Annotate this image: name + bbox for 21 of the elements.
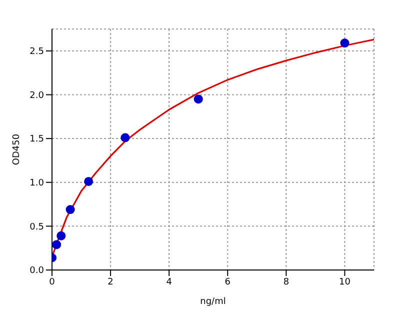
x-tick-label: 8	[283, 277, 290, 288]
point	[120, 133, 130, 142]
y-tick-label: 0.5	[30, 222, 44, 232]
y-tick-label: 1.5	[30, 134, 44, 145]
point	[194, 94, 203, 104]
point	[66, 205, 75, 214]
x-tick-label: 0	[49, 277, 56, 288]
point	[84, 176, 94, 186]
x-tick-label: 10	[339, 277, 351, 288]
point	[52, 240, 62, 250]
y-tick-label: 1.0	[30, 178, 44, 189]
x-tick-label: 6	[224, 277, 231, 288]
y-tick-label: 2.5	[30, 47, 44, 58]
point	[56, 231, 66, 240]
x-tick-label: 4	[166, 277, 172, 288]
y-tick-label: 0.0	[30, 266, 44, 276]
x-axis-title: ng/ml	[200, 297, 226, 307]
point	[340, 38, 350, 48]
y-tick-label: 2.0	[30, 90, 44, 101]
y-axis-title: OD450	[12, 134, 22, 166]
x-tick-label: 2	[108, 277, 114, 288]
